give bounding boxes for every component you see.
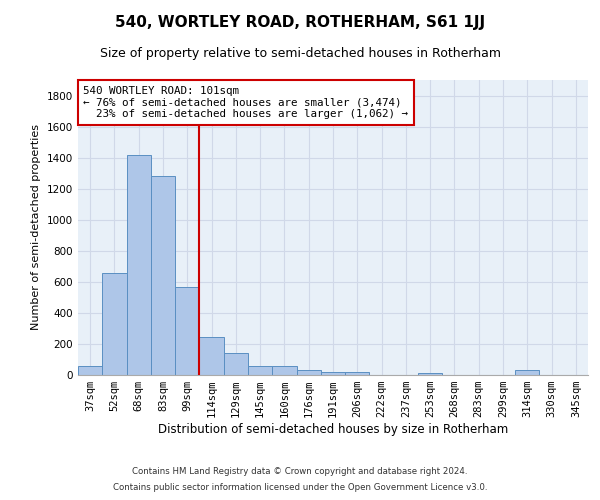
- Bar: [248, 366, 272, 375]
- Bar: [199, 337, 224, 375]
- Bar: [102, 272, 127, 375]
- Bar: [127, 154, 151, 375]
- Bar: [272, 366, 296, 375]
- Bar: [151, 176, 175, 375]
- Bar: [224, 354, 248, 375]
- Text: Contains HM Land Registry data © Crown copyright and database right 2024.: Contains HM Land Registry data © Crown c…: [132, 467, 468, 476]
- Bar: [515, 370, 539, 375]
- Bar: [321, 372, 345, 375]
- Text: 540 WORTLEY ROAD: 101sqm
← 76% of semi-detached houses are smaller (3,474)
  23%: 540 WORTLEY ROAD: 101sqm ← 76% of semi-d…: [83, 86, 408, 119]
- Bar: [345, 372, 370, 375]
- Bar: [175, 288, 199, 375]
- X-axis label: Distribution of semi-detached houses by size in Rotherham: Distribution of semi-detached houses by …: [158, 423, 508, 436]
- Y-axis label: Number of semi-detached properties: Number of semi-detached properties: [31, 124, 41, 330]
- Text: Contains public sector information licensed under the Open Government Licence v3: Contains public sector information licen…: [113, 484, 487, 492]
- Bar: [418, 374, 442, 375]
- Text: Size of property relative to semi-detached houses in Rotherham: Size of property relative to semi-detach…: [100, 48, 500, 60]
- Text: 540, WORTLEY ROAD, ROTHERHAM, S61 1JJ: 540, WORTLEY ROAD, ROTHERHAM, S61 1JJ: [115, 15, 485, 30]
- Bar: [78, 366, 102, 375]
- Bar: [296, 370, 321, 375]
